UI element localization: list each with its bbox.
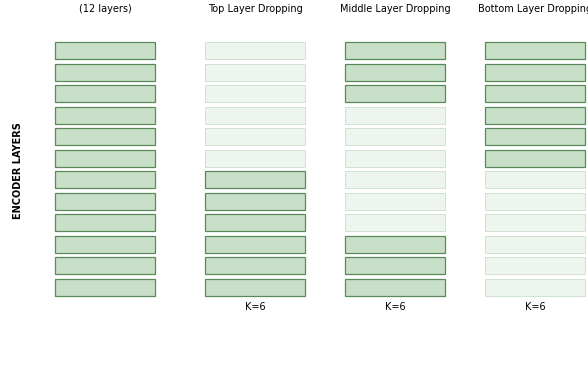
FancyBboxPatch shape — [55, 150, 155, 167]
Text: Bottom Layer Dropping: Bottom Layer Dropping — [478, 4, 588, 14]
FancyBboxPatch shape — [55, 192, 155, 209]
FancyBboxPatch shape — [345, 128, 445, 145]
FancyBboxPatch shape — [345, 279, 445, 295]
FancyBboxPatch shape — [205, 257, 305, 274]
FancyBboxPatch shape — [55, 214, 155, 231]
FancyBboxPatch shape — [485, 128, 585, 145]
FancyBboxPatch shape — [345, 106, 445, 124]
FancyBboxPatch shape — [205, 128, 305, 145]
FancyBboxPatch shape — [485, 214, 585, 231]
FancyBboxPatch shape — [205, 235, 305, 253]
FancyBboxPatch shape — [485, 192, 585, 209]
FancyBboxPatch shape — [205, 150, 305, 167]
FancyBboxPatch shape — [55, 171, 155, 188]
FancyBboxPatch shape — [55, 235, 155, 253]
Text: K=6: K=6 — [385, 302, 405, 312]
FancyBboxPatch shape — [55, 257, 155, 274]
FancyBboxPatch shape — [485, 257, 585, 274]
FancyBboxPatch shape — [345, 85, 445, 102]
FancyBboxPatch shape — [345, 64, 445, 80]
FancyBboxPatch shape — [485, 235, 585, 253]
FancyBboxPatch shape — [485, 85, 585, 102]
FancyBboxPatch shape — [205, 42, 305, 59]
FancyBboxPatch shape — [485, 171, 585, 188]
FancyBboxPatch shape — [345, 171, 445, 188]
FancyBboxPatch shape — [55, 128, 155, 145]
Text: ENCODER LAYERS: ENCODER LAYERS — [13, 122, 23, 219]
FancyBboxPatch shape — [55, 279, 155, 295]
Text: Top Layer Dropping: Top Layer Dropping — [208, 4, 302, 14]
FancyBboxPatch shape — [345, 42, 445, 59]
FancyBboxPatch shape — [205, 279, 305, 295]
FancyBboxPatch shape — [205, 85, 305, 102]
FancyBboxPatch shape — [205, 214, 305, 231]
FancyBboxPatch shape — [205, 106, 305, 124]
FancyBboxPatch shape — [55, 85, 155, 102]
FancyBboxPatch shape — [205, 192, 305, 209]
FancyBboxPatch shape — [345, 192, 445, 209]
Text: K=6: K=6 — [245, 302, 265, 312]
Text: K=6: K=6 — [524, 302, 545, 312]
FancyBboxPatch shape — [55, 64, 155, 80]
FancyBboxPatch shape — [345, 150, 445, 167]
FancyBboxPatch shape — [55, 42, 155, 59]
Text: Middle Layer Dropping: Middle Layer Dropping — [340, 4, 450, 14]
FancyBboxPatch shape — [485, 279, 585, 295]
FancyBboxPatch shape — [55, 106, 155, 124]
Text: Model
(12 layers): Model (12 layers) — [79, 0, 131, 14]
FancyBboxPatch shape — [205, 64, 305, 80]
FancyBboxPatch shape — [345, 214, 445, 231]
FancyBboxPatch shape — [345, 235, 445, 253]
FancyBboxPatch shape — [205, 171, 305, 188]
FancyBboxPatch shape — [485, 42, 585, 59]
FancyBboxPatch shape — [485, 64, 585, 80]
FancyBboxPatch shape — [485, 106, 585, 124]
FancyBboxPatch shape — [345, 257, 445, 274]
FancyBboxPatch shape — [485, 150, 585, 167]
